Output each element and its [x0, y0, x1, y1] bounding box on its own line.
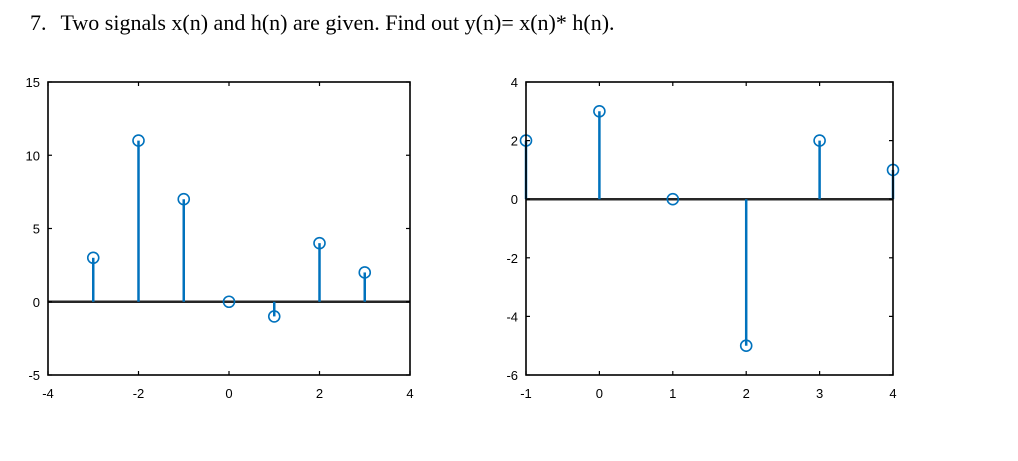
y-tick-label: 15: [26, 75, 40, 90]
axes-frame: [525, 81, 894, 376]
stem-marker: [177, 192, 191, 206]
y-tick-label: 4: [511, 75, 518, 90]
y-tick-label: 2: [511, 134, 518, 149]
y-tick-label: 10: [26, 148, 40, 163]
y-tick-label: 0: [511, 192, 518, 207]
stem-marker: [267, 310, 281, 323]
y-tick-label: 0: [33, 295, 40, 310]
x-tick-label: -4: [42, 386, 54, 401]
x-tick-label: 0: [596, 386, 603, 401]
x-tick-label: 1: [669, 386, 676, 401]
stem-marker: [358, 266, 372, 279]
chart-left-stem-plot: -4 -2 0 2 4 -5 0 5 10 15: [26, 75, 414, 401]
stem-marker: [593, 105, 606, 118]
stem-marker: [222, 295, 236, 309]
stem-marker: [132, 134, 145, 147]
stem-marker: [666, 192, 680, 206]
question-text: 7. Two signals x(n) and h(n) are given. F…: [30, 10, 615, 36]
y-tick-label: 5: [33, 222, 40, 237]
x-tick-label: -1: [520, 386, 532, 401]
x-tick-label: 2: [743, 386, 750, 401]
y-tick-label: -6: [506, 368, 518, 383]
question-number: 7.: [30, 10, 47, 35]
x-tick-label: -2: [133, 386, 145, 401]
x-tick-label: 4: [406, 386, 413, 401]
y-tick-label: -5: [28, 368, 40, 383]
stem-marker: [86, 251, 100, 265]
stem-marker: [313, 236, 326, 250]
x-tick-label: 3: [816, 386, 823, 401]
y-tick-label: -4: [506, 309, 518, 324]
x-tick-label: 0: [225, 386, 232, 401]
chart-right-stem-plot: -1 0 1 2 3 4 -6 -4 -2 0 2 4: [506, 75, 900, 401]
axes-frame: [47, 81, 411, 376]
x-tick-label: 2: [316, 386, 323, 401]
stem-marker: [813, 134, 826, 147]
question-statement: Two signals x(n) and h(n) are given. Fin…: [60, 10, 615, 35]
stem-marker: [739, 339, 753, 353]
y-tick-label: -2: [506, 251, 518, 266]
x-tick-label: 4: [889, 386, 896, 401]
